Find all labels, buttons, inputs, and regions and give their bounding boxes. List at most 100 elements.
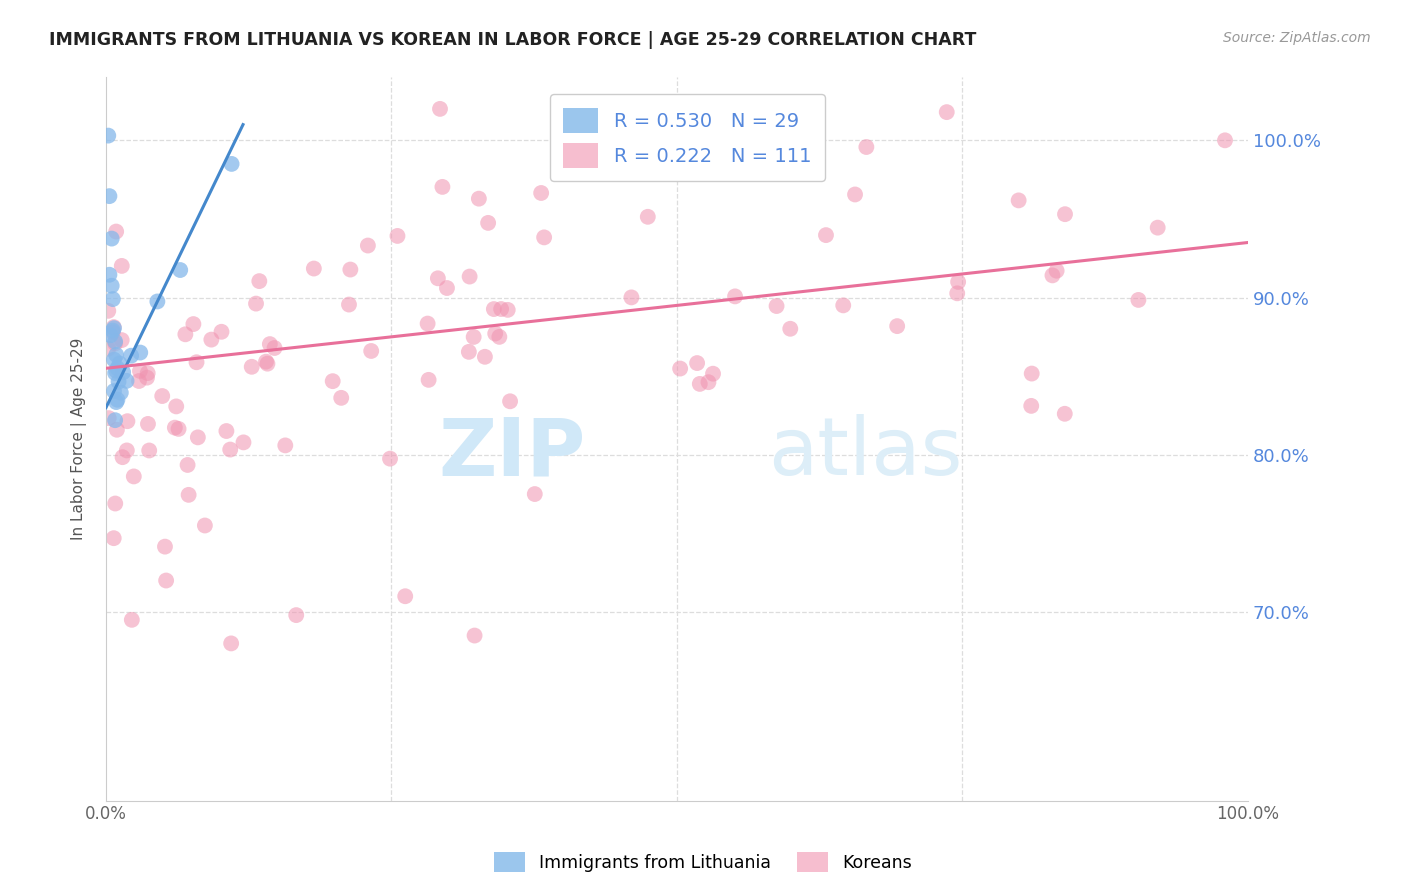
Y-axis label: In Labor Force | Age 25-29: In Labor Force | Age 25-29 — [72, 338, 87, 541]
Point — [779, 322, 801, 336]
Point — [337, 297, 360, 311]
Point — [97, 303, 120, 318]
Point — [100, 328, 122, 343]
Point — [97, 128, 120, 143]
Point — [416, 317, 439, 331]
Point — [1046, 264, 1069, 278]
Point — [477, 216, 499, 230]
Point — [488, 330, 510, 344]
Point — [259, 337, 281, 351]
Point — [1019, 399, 1042, 413]
Point — [669, 361, 692, 376]
Point — [378, 451, 401, 466]
Point — [105, 423, 128, 437]
Point — [105, 395, 128, 409]
Point — [104, 496, 127, 510]
Point — [1053, 207, 1076, 221]
Point — [429, 102, 451, 116]
Point — [138, 443, 160, 458]
Point — [111, 450, 134, 465]
Point — [194, 518, 217, 533]
Point — [946, 275, 969, 289]
Point — [129, 364, 152, 378]
Point — [104, 334, 127, 349]
Point — [100, 278, 122, 293]
Point — [247, 274, 270, 288]
Point — [104, 413, 127, 427]
Point — [530, 186, 553, 200]
Point — [103, 320, 125, 334]
Point — [110, 385, 132, 400]
Point — [165, 400, 187, 414]
Point — [101, 292, 124, 306]
Point — [136, 366, 159, 380]
Point — [432, 180, 454, 194]
Point — [499, 394, 522, 409]
Point — [155, 574, 177, 588]
Point — [855, 140, 877, 154]
Point — [108, 357, 131, 371]
Point — [245, 296, 267, 310]
Point — [724, 289, 747, 303]
Point — [436, 281, 458, 295]
Point — [163, 420, 186, 434]
Point — [104, 336, 127, 351]
Point — [418, 373, 440, 387]
Point — [256, 357, 278, 371]
Point — [232, 435, 254, 450]
Point — [97, 411, 120, 425]
Text: Source: ZipAtlas.com: Source: ZipAtlas.com — [1223, 31, 1371, 45]
Point — [463, 330, 485, 344]
Point — [886, 319, 908, 334]
Point — [457, 344, 479, 359]
Point — [935, 105, 957, 120]
Point — [101, 325, 124, 339]
Point — [426, 271, 449, 285]
Point — [97, 342, 120, 356]
Point — [215, 424, 238, 438]
Point — [533, 230, 555, 244]
Point — [167, 422, 190, 436]
Point — [150, 389, 173, 403]
Point — [322, 374, 344, 388]
Point — [107, 375, 129, 389]
Point — [1021, 367, 1043, 381]
Point — [111, 333, 134, 347]
Point — [120, 349, 142, 363]
Point — [1007, 194, 1029, 208]
Point — [136, 417, 159, 431]
Point — [387, 228, 409, 243]
Point — [1042, 268, 1064, 283]
Point — [221, 157, 243, 171]
Point — [103, 531, 125, 545]
Point — [169, 263, 191, 277]
Point — [136, 370, 159, 384]
Point — [183, 317, 205, 331]
Point — [464, 628, 486, 642]
Point — [153, 540, 176, 554]
Point — [128, 374, 150, 388]
Point — [176, 458, 198, 472]
Point — [697, 375, 720, 389]
Point — [523, 487, 546, 501]
Point — [98, 268, 121, 282]
Point — [104, 366, 127, 380]
Legend: Immigrants from Lithuania, Koreans: Immigrants from Lithuania, Koreans — [486, 845, 920, 879]
Point — [844, 187, 866, 202]
Point — [474, 350, 496, 364]
Point — [177, 488, 200, 502]
Point — [115, 443, 138, 458]
Point — [814, 228, 837, 243]
Point — [129, 345, 152, 359]
Point — [254, 354, 277, 368]
Point — [274, 438, 297, 452]
Point — [702, 367, 724, 381]
Point — [302, 261, 325, 276]
Point — [339, 262, 361, 277]
Point — [620, 290, 643, 304]
Text: IMMIGRANTS FROM LITHUANIA VS KOREAN IN LABOR FORCE | AGE 25-29 CORRELATION CHART: IMMIGRANTS FROM LITHUANIA VS KOREAN IN L… — [49, 31, 977, 49]
Text: atlas: atlas — [768, 415, 963, 492]
Point — [468, 192, 491, 206]
Point — [103, 384, 125, 398]
Point — [105, 348, 128, 362]
